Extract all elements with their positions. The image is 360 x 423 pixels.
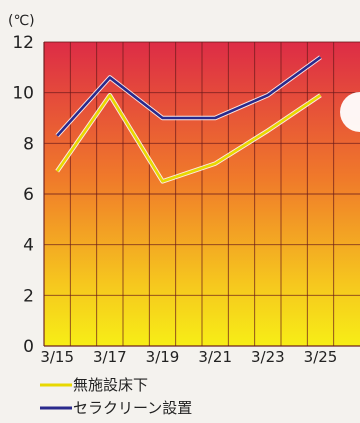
grid-lines: [43, 41, 360, 347]
series-line: [56, 56, 322, 137]
y-tick-label: 8: [23, 134, 34, 154]
series-line: [56, 93, 322, 183]
y-tick-label: 0: [23, 337, 34, 357]
light-glare-decoration: [340, 92, 360, 132]
x-tick-label: 3/25: [304, 348, 338, 366]
y-tick-label: 6: [23, 185, 34, 205]
legend-label: 無施設床下: [73, 376, 148, 394]
y-tick-label: 10: [12, 84, 34, 104]
x-axis-ticks: 3/15 3/17 3/19 3/21 3/23 3/25: [40, 348, 337, 366]
y-tick-label: 4: [23, 236, 34, 256]
y-tick-label: 2: [23, 286, 34, 306]
y-tick-label: 12: [12, 33, 34, 53]
y-axis-ticks: 0 2 4 6 8 10 12: [12, 33, 34, 357]
y-unit-label: (℃): [8, 13, 35, 29]
x-tick-label: 3/15: [40, 348, 74, 366]
x-tick-label: 3/17: [93, 348, 127, 366]
x-tick-label: 3/19: [146, 348, 180, 366]
series-lines: [55, 55, 322, 184]
legend-label: セラクリーン設置: [73, 399, 192, 417]
x-tick-label: 3/21: [198, 348, 232, 366]
x-tick-label: 3/23: [251, 348, 285, 366]
